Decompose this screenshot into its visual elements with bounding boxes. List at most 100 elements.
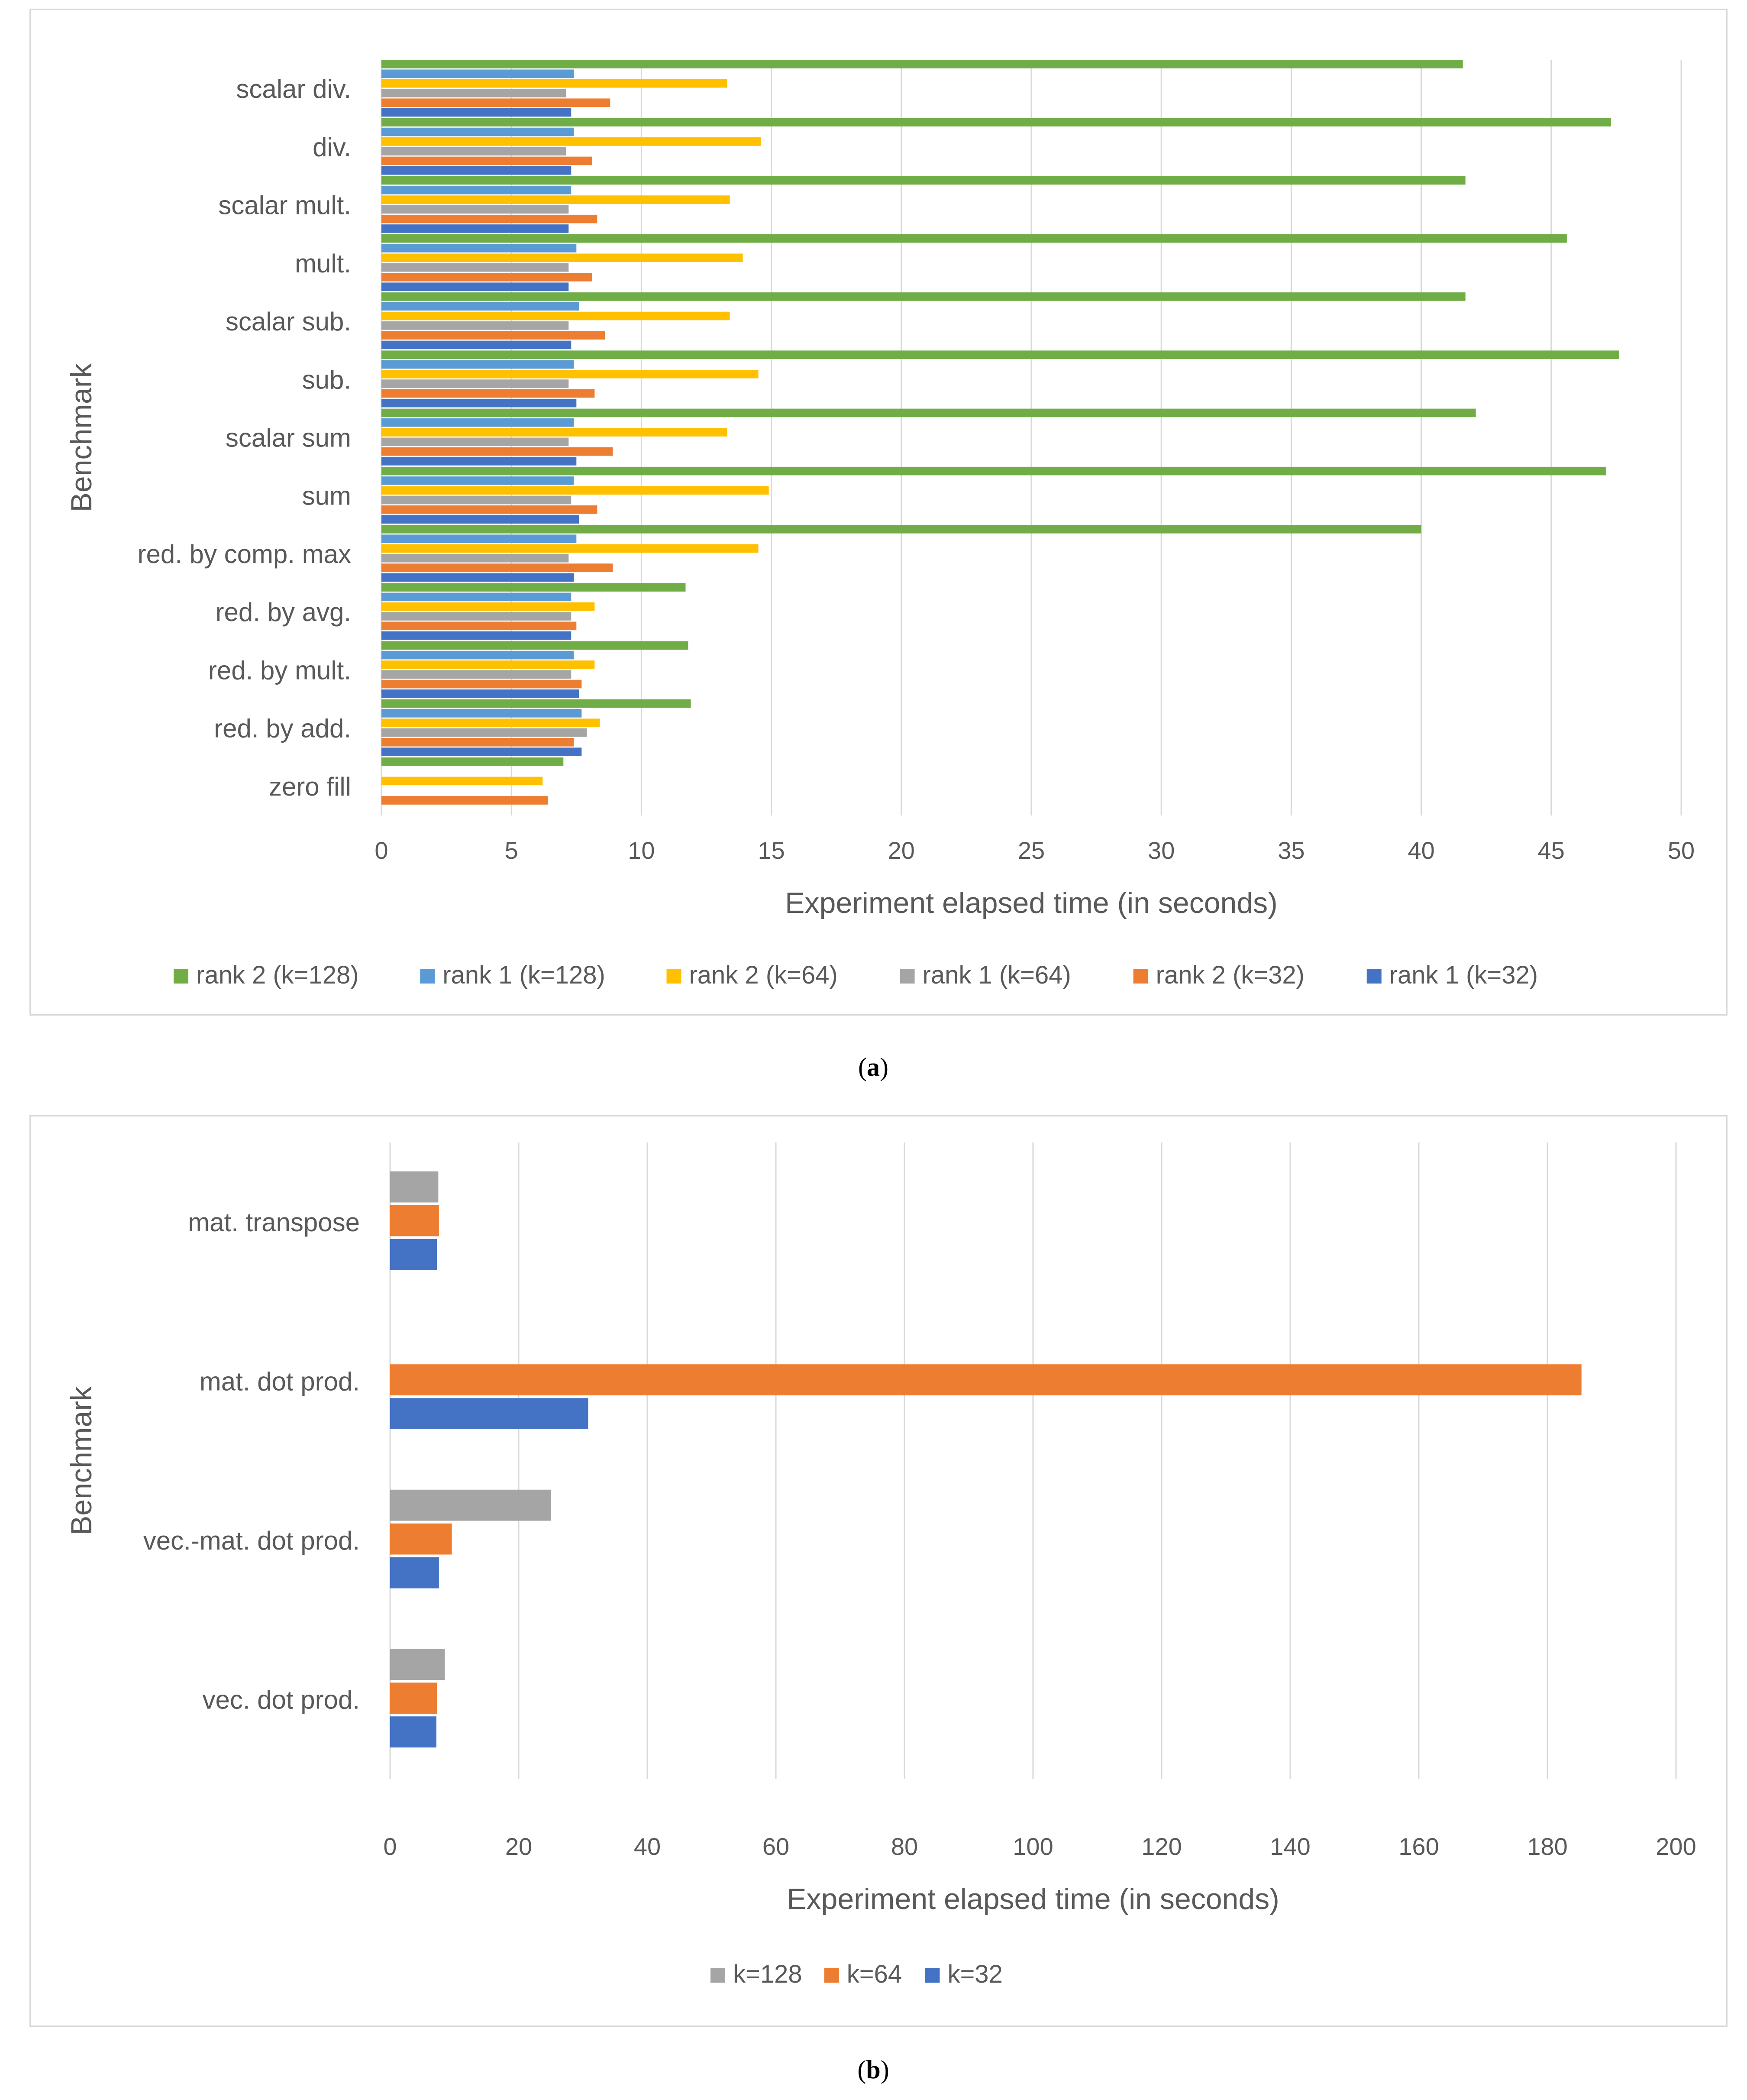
chart-a-legend-swatch-rank-1-k-32 <box>1366 969 1382 984</box>
chart-a-bar-rank-1-k-32 <box>381 166 572 175</box>
chart-b-x-tick-label: 40 <box>634 1833 661 1860</box>
chart-a-x-tick-label: 5 <box>505 837 518 864</box>
chart-b-bar-k-64 <box>390 1364 1582 1396</box>
chart-a-bar-rank-2-k-64 <box>381 486 769 495</box>
chart-a-bar-rank-2-k-64 <box>381 79 727 88</box>
chart-a-bar-rank-1-k-128 <box>381 650 574 660</box>
chart-a-bar-rank-1-k-128 <box>381 476 574 485</box>
chart-a-category-label: div. <box>313 133 351 162</box>
chart-a-bar-rank-2-k-64 <box>381 544 759 553</box>
chart-a-bar-rank-2-k-32 <box>381 505 597 514</box>
chart-b-x-tick-label: 60 <box>762 1833 789 1860</box>
chart-a-category-label: scalar sum <box>226 424 351 453</box>
chart-a-legend-label: rank 1 (k=32) <box>1389 961 1538 989</box>
chart-b-bar-k-32 <box>390 1557 439 1589</box>
chart-a-bar-rank-1-k-32 <box>381 573 574 582</box>
chart-a-bar-rank-2-k-128 <box>381 641 688 650</box>
chart-b-x-tick-label: 80 <box>891 1833 918 1860</box>
chart-a-bar-rank-2-k-64 <box>381 369 759 379</box>
chart-a-bar-rank-1-k-32 <box>381 282 569 291</box>
chart-a-bar-rank-1-k-32 <box>381 515 579 524</box>
chart-a-bar-rank-1-k-64 <box>381 147 566 155</box>
chart-a-category-label: red. by mult. <box>208 656 351 685</box>
chart-a-bar-rank-1-k-32 <box>381 340 572 349</box>
chart-a-bar-rank-2-k-32 <box>381 563 613 572</box>
chart-a-x-tick-label: 40 <box>1408 837 1434 864</box>
chart-a-x-tick-label: 30 <box>1148 837 1175 864</box>
chart-a-bar-rank-2-k-128 <box>381 176 1466 185</box>
chart-b-x-tick-label: 140 <box>1270 1833 1310 1860</box>
chart-b-legend-label: k=32 <box>947 1960 1002 1988</box>
chart-b-legend-swatch-k-64 <box>824 1968 839 1983</box>
chart-a-bar-rank-1-k-32 <box>381 631 572 640</box>
chart-a-x-tick-label: 0 <box>375 837 388 864</box>
chart-a-bar-rank-2-k-32 <box>381 98 610 107</box>
chart-a-bar-rank-2-k-64 <box>381 777 543 786</box>
chart-b-bar-k-64 <box>390 1205 439 1236</box>
chart-a-bar-rank-1-k-64 <box>381 437 569 447</box>
chart-a-bar-rank-2-k-32 <box>381 156 592 165</box>
chart-a-bar-rank-1-k-128 <box>381 302 579 311</box>
chart-a-bar-rank-2-k-64 <box>381 195 730 204</box>
chart-a-bar-rank-2-k-32 <box>381 273 592 282</box>
chart-a-legend-swatch-rank-2-k-128 <box>174 969 188 984</box>
chart-b-category-label: mat. transpose <box>188 1208 360 1237</box>
chart-a-legend-label: rank 2 (k=128) <box>196 961 359 989</box>
caption-a-letter: a <box>867 1053 880 1081</box>
chart-a-bar-rank-2-k-128 <box>381 525 1421 534</box>
chart-a: 0 5 10 15 20 25 30 35 40 45 50 scalar div. div. scala… <box>65 60 1695 989</box>
chart-a-bar-rank-2-k-32 <box>381 447 613 456</box>
chart-a-category-label: red. by add. <box>214 714 351 743</box>
chart-a-bar-rank-2-k-64 <box>381 660 595 669</box>
chart-a-legend-label: rank 1 (k=128) <box>442 961 605 989</box>
chart-a-category-label: red. by avg. <box>215 598 351 627</box>
chart-a-bar-rank-2-k-128 <box>381 466 1606 476</box>
chart-a-bar-rank-1-k-128 <box>381 360 574 369</box>
caption-b-letter: b <box>866 2055 881 2084</box>
chart-a-bar-rank-2-k-128 <box>381 583 686 592</box>
chart-a-legend-swatch-rank-2-k-32 <box>1133 969 1148 984</box>
chart-a-bar-rank-1-k-64 <box>381 263 569 272</box>
chart-a-x-tick-label: 45 <box>1538 837 1565 864</box>
chart-a-bar-rank-1-k-64 <box>381 670 572 679</box>
chart-a-x-tick-label: 20 <box>888 837 915 864</box>
chart-a-category-label: mult. <box>295 249 351 278</box>
chart-b-x-tick-label: 20 <box>505 1833 532 1860</box>
chart-a-bar-rank-2-k-32 <box>381 389 595 398</box>
chart-a-bar-rank-1-k-128 <box>381 534 577 543</box>
chart-a-category-label: sum <box>302 482 351 511</box>
chart-b-category-label: vec.-mat. dot prod. <box>143 1526 360 1555</box>
chart-b-x-tick-label: 120 <box>1141 1833 1182 1860</box>
chart-a-bar-rank-2-k-128 <box>381 234 1567 243</box>
chart-b-category-label: vec. dot prod. <box>202 1685 360 1714</box>
chart-a-bar-rank-1-k-32 <box>381 108 572 117</box>
chart-b-bar-k-32 <box>390 1239 437 1270</box>
chart-a-bar-rank-1-k-128 <box>381 592 572 602</box>
chart-a-bar-rank-1-k-32 <box>381 224 569 233</box>
chart-b-bar-k-128 <box>390 1649 445 1680</box>
chart-a-bar-rank-1-k-64 <box>381 205 569 214</box>
chart-b-x-tick-label: 180 <box>1527 1833 1567 1860</box>
chart-a-bar-rank-1-k-128 <box>381 418 574 427</box>
chart-a-bar-rank-1-k-32 <box>381 689 579 698</box>
chart-a-bar-rank-2-k-64 <box>381 137 761 146</box>
chart-a-bar-rank-1-k-32 <box>381 457 577 466</box>
chart-a-bar-rank-1-k-128 <box>381 709 582 718</box>
chart-a-category-label: red. by comp. max <box>137 540 351 569</box>
chart-a-x-tick-label: 10 <box>628 837 655 864</box>
chart-a-bar-rank-2-k-64 <box>381 253 743 262</box>
chart-a-category-label: scalar div. <box>236 74 351 104</box>
chart-b-legend-label: k=64 <box>847 1960 902 1988</box>
chart-b-legend-swatch-k-128 <box>710 1968 725 1983</box>
chart-a-legend-label: rank 2 (k=64) <box>689 961 837 989</box>
chart-a-bar-rank-1-k-64 <box>381 553 569 563</box>
chart-a-bar-rank-1-k-128 <box>381 185 572 194</box>
chart-a-bar-rank-1-k-128 <box>381 244 577 252</box>
chart-a-bar-rank-2-k-64 <box>381 311 730 320</box>
chart-b-x-tick-label: 0 <box>383 1833 397 1860</box>
chart-a-bar-rank-1-k-64 <box>381 379 569 388</box>
chart-a-y-axis-title: Benchmark <box>65 363 98 512</box>
chart-a-legend-label: rank 1 (k=64) <box>923 961 1071 989</box>
chart-a-bar-rank-1-k-32 <box>381 398 577 408</box>
chart-b-legend-label: k=128 <box>733 1960 802 1988</box>
